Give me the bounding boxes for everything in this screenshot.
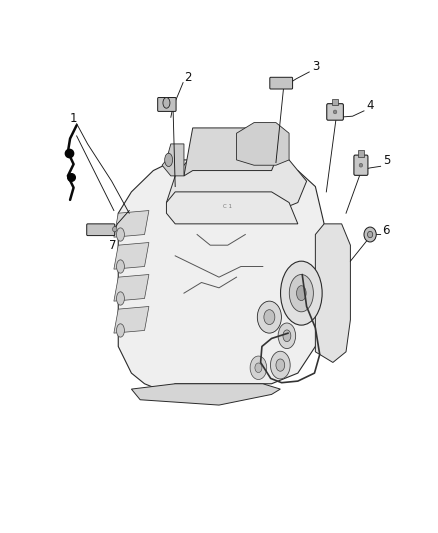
Polygon shape	[166, 144, 307, 213]
Ellipse shape	[165, 154, 173, 167]
Ellipse shape	[163, 98, 170, 108]
Text: 4: 4	[366, 99, 374, 111]
Ellipse shape	[255, 363, 262, 373]
FancyBboxPatch shape	[270, 77, 293, 89]
Ellipse shape	[359, 163, 363, 167]
Polygon shape	[166, 192, 298, 224]
Polygon shape	[131, 384, 280, 405]
Ellipse shape	[113, 227, 117, 232]
Ellipse shape	[367, 231, 373, 238]
Ellipse shape	[297, 286, 306, 301]
FancyBboxPatch shape	[158, 98, 176, 111]
Polygon shape	[114, 306, 149, 333]
Ellipse shape	[280, 261, 322, 325]
FancyBboxPatch shape	[354, 155, 368, 175]
Ellipse shape	[117, 324, 124, 337]
Polygon shape	[118, 160, 324, 389]
Ellipse shape	[276, 359, 285, 372]
Ellipse shape	[117, 228, 124, 241]
Text: C 1: C 1	[223, 204, 232, 209]
Polygon shape	[162, 144, 184, 176]
Polygon shape	[114, 274, 149, 301]
Polygon shape	[315, 224, 350, 362]
Polygon shape	[184, 128, 280, 176]
Ellipse shape	[283, 330, 291, 342]
Text: 3: 3	[312, 60, 319, 73]
Ellipse shape	[364, 227, 376, 242]
Bar	[332, 99, 338, 106]
FancyBboxPatch shape	[327, 103, 343, 120]
Ellipse shape	[117, 292, 124, 305]
Polygon shape	[114, 211, 149, 237]
Ellipse shape	[278, 323, 296, 349]
Ellipse shape	[117, 260, 124, 273]
Polygon shape	[237, 123, 289, 165]
Text: 7: 7	[109, 239, 117, 252]
Polygon shape	[114, 243, 149, 269]
Ellipse shape	[264, 310, 275, 325]
Ellipse shape	[289, 274, 314, 312]
Ellipse shape	[257, 301, 281, 333]
FancyBboxPatch shape	[87, 224, 115, 236]
Ellipse shape	[270, 351, 290, 379]
Ellipse shape	[250, 356, 267, 379]
Text: 2: 2	[184, 71, 192, 84]
Text: 1: 1	[70, 112, 78, 125]
Text: 5: 5	[383, 155, 390, 167]
Ellipse shape	[333, 110, 337, 114]
Bar	[358, 150, 364, 157]
Text: 6: 6	[382, 224, 390, 237]
